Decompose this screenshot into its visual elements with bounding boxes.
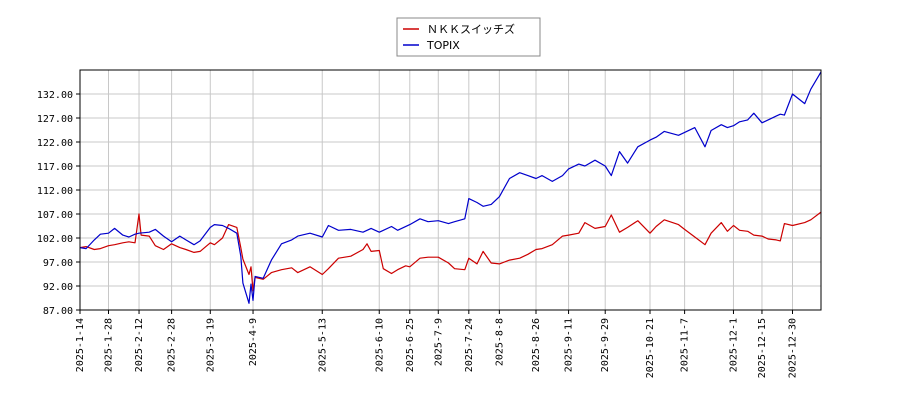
series-lines: [79, 71, 822, 304]
y-axis-ticks: 87.00 92.00 97.00 102.00 107.00 112.00 117.00 1…: [37, 90, 80, 317]
y-tick-label: 132.00: [37, 90, 73, 101]
legend: ＮＫＫスイッチズ TOPIX: [396, 17, 541, 57]
x-tick-label: 2025-8-8: [494, 318, 505, 366]
x-tick-label: 2025-1-14: [75, 318, 86, 372]
x-tick-label: 2025-4-9: [248, 318, 259, 366]
x-tick-label: 2025-7-24: [464, 318, 475, 372]
y-tick-label: 117.00: [37, 162, 73, 173]
y-tick-label: 127.00: [37, 114, 73, 125]
y-tick-label: 107.00: [37, 210, 73, 221]
x-tick-label: 2025-9-11: [564, 318, 575, 372]
x-tick-label: 2025-2-28: [167, 318, 178, 372]
y-tick-label: 87.00: [43, 306, 73, 317]
y-tick-label: 102.00: [37, 234, 73, 245]
x-tick-label: 2025-6-10: [374, 318, 385, 372]
x-tick-label: 2025-3-19: [205, 318, 216, 372]
x-tick-label: 2025-7-9: [433, 318, 444, 366]
x-axis-ticks: 2025-1-14 2025-1-28 2025-2-12 2025-2-28 2025…: [75, 310, 799, 378]
x-tick-label: 2025-10-21: [645, 318, 656, 378]
x-tick-label: 2025-1-28: [104, 318, 115, 372]
y-tick-label: 122.00: [37, 138, 73, 149]
x-tick-label: 2025-5-13: [317, 318, 328, 372]
legend-label-nkk: ＮＫＫスイッチズ: [427, 22, 515, 36]
y-tick-label: 97.00: [43, 258, 73, 269]
grid: [79, 70, 821, 311]
x-tick-label: 2025-11-7: [680, 318, 691, 372]
series-line-1: [79, 71, 822, 304]
x-tick-label: 2025-2-12: [134, 318, 145, 372]
legend-label-topix: TOPIX: [426, 39, 460, 52]
legend-box: [396, 17, 541, 57]
x-tick-label: 2025-12-15: [757, 318, 768, 378]
x-tick-label: 2025-9-29: [600, 318, 611, 372]
x-tick-label: 2025-8-26: [531, 318, 542, 372]
series-line-0: [79, 211, 822, 292]
y-tick-label: 112.00: [37, 186, 73, 197]
x-tick-label: 2025-12-30: [788, 318, 799, 378]
x-tick-label: 2025-12-1: [728, 318, 739, 372]
x-tick-label: 2025-6-25: [405, 318, 416, 372]
y-tick-label: 92.00: [43, 282, 73, 293]
